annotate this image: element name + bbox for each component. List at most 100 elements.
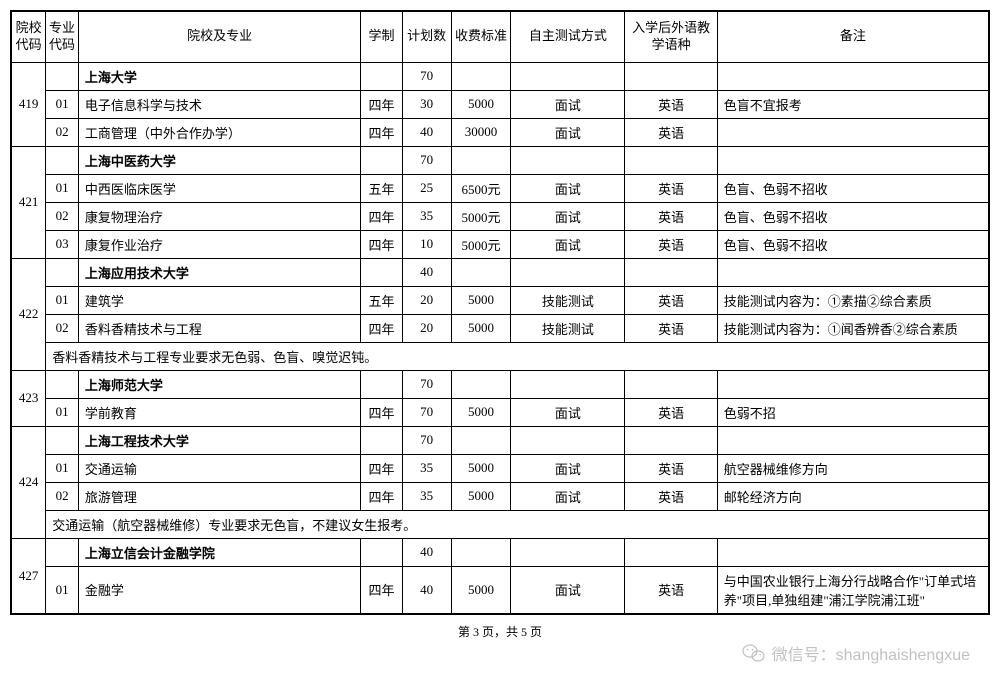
school-header-row: 427上海立信会计金融学院40 <box>11 538 989 566</box>
school-plan: 40 <box>402 538 451 566</box>
major-note: 色盲、色弱不招收 <box>717 174 989 202</box>
major-fee: 5000元 <box>451 230 511 258</box>
header-duration: 学制 <box>361 11 402 62</box>
school-code: 427 <box>11 538 46 614</box>
major-note: 色盲、色弱不招收 <box>717 202 989 230</box>
major-note: 色盲、色弱不招收 <box>717 230 989 258</box>
header-row: 院校代码 专业代码 院校及专业 学制 计划数 收费标准 自主测试方式 入学后外语… <box>11 11 989 62</box>
school-name: 上海立信会计金融学院 <box>78 538 361 566</box>
empty-test <box>511 370 625 398</box>
major-plan: 20 <box>402 286 451 314</box>
empty-fee <box>451 62 511 90</box>
major-plan: 25 <box>402 174 451 202</box>
major-test: 面试 <box>511 454 625 482</box>
major-test: 面试 <box>511 90 625 118</box>
footnote-row: 交通运输（航空器械维修）专业要求无色盲，不建议女生报考。 <box>11 510 989 538</box>
major-row: 01交通运输四年355000面试英语航空器械维修方向 <box>11 454 989 482</box>
empty-note <box>717 426 989 454</box>
school-header-row: 423上海师范大学70 <box>11 370 989 398</box>
major-lang: 英语 <box>625 230 717 258</box>
school-header-row: 424上海工程技术大学70 <box>11 426 989 454</box>
empty-duration <box>361 538 402 566</box>
header-test: 自主测试方式 <box>511 11 625 62</box>
empty-lang <box>625 146 717 174</box>
major-row: 01中西医临床医学五年256500元面试英语色盲、色弱不招收 <box>11 174 989 202</box>
major-plan: 35 <box>402 454 451 482</box>
school-plan: 70 <box>402 146 451 174</box>
major-name: 康复物理治疗 <box>78 202 361 230</box>
major-duration: 四年 <box>361 230 402 258</box>
major-plan: 40 <box>402 566 451 614</box>
page-footer: 第 3 页，共 5 页 <box>10 623 990 640</box>
major-name: 中西医临床医学 <box>78 174 361 202</box>
empty-note <box>717 258 989 286</box>
school-code: 421 <box>11 146 46 258</box>
empty-lang <box>625 62 717 90</box>
major-code: 02 <box>46 314 79 342</box>
empty-test <box>511 426 625 454</box>
major-fee: 5000 <box>451 454 511 482</box>
major-row: 02香料香精技术与工程四年205000技能测试英语技能测试内容为：①闻香辨香②综… <box>11 314 989 342</box>
major-fee: 5000元 <box>451 202 511 230</box>
empty-fee <box>451 370 511 398</box>
major-lang: 英语 <box>625 174 717 202</box>
major-lang: 英语 <box>625 202 717 230</box>
major-code: 01 <box>46 90 79 118</box>
major-fee: 5000 <box>451 314 511 342</box>
major-duration: 四年 <box>361 90 402 118</box>
major-plan: 35 <box>402 482 451 510</box>
school-code: 424 <box>11 426 46 538</box>
school-code: 419 <box>11 62 46 146</box>
major-name: 电子信息科学与技术 <box>78 90 361 118</box>
empty-note <box>717 62 989 90</box>
major-fee: 30000 <box>451 118 511 146</box>
major-fee: 5000 <box>451 566 511 614</box>
major-note: 邮轮经济方向 <box>717 482 989 510</box>
major-note: 技能测试内容为：①素描②综合素质 <box>717 286 989 314</box>
empty-major-code <box>46 258 79 286</box>
major-test: 技能测试 <box>511 286 625 314</box>
header-school-code: 院校代码 <box>11 11 46 62</box>
major-duration: 四年 <box>361 482 402 510</box>
empty-note <box>717 146 989 174</box>
major-name: 香料香精技术与工程 <box>78 314 361 342</box>
major-code: 02 <box>46 202 79 230</box>
school-plan: 70 <box>402 426 451 454</box>
major-code: 01 <box>46 398 79 426</box>
school-code: 422 <box>11 258 46 370</box>
empty-duration <box>361 426 402 454</box>
header-note: 备注 <box>717 11 989 62</box>
major-code: 01 <box>46 286 79 314</box>
header-major-code: 专业代码 <box>46 11 79 62</box>
header-name: 院校及专业 <box>78 11 361 62</box>
school-plan: 70 <box>402 62 451 90</box>
empty-lang <box>625 426 717 454</box>
major-row: 01金融学四年405000面试英语与中国农业银行上海分行战略合作"订单式培养"项… <box>11 566 989 614</box>
school-plan: 40 <box>402 258 451 286</box>
major-name: 康复作业治疗 <box>78 230 361 258</box>
major-duration: 五年 <box>361 174 402 202</box>
major-test: 技能测试 <box>511 314 625 342</box>
empty-fee <box>451 258 511 286</box>
major-test: 面试 <box>511 118 625 146</box>
empty-fee <box>451 538 511 566</box>
empty-note <box>717 538 989 566</box>
school-header-row: 421上海中医药大学70 <box>11 146 989 174</box>
empty-test <box>511 538 625 566</box>
major-duration: 四年 <box>361 202 402 230</box>
empty-fee <box>451 426 511 454</box>
empty-major-code <box>46 538 79 566</box>
major-duration: 五年 <box>361 286 402 314</box>
empty-test <box>511 258 625 286</box>
major-row: 02康复物理治疗四年355000元面试英语色盲、色弱不招收 <box>11 202 989 230</box>
school-name: 上海工程技术大学 <box>78 426 361 454</box>
major-row: 01建筑学五年205000技能测试英语技能测试内容为：①素描②综合素质 <box>11 286 989 314</box>
major-name: 旅游管理 <box>78 482 361 510</box>
major-note: 与中国农业银行上海分行战略合作"订单式培养"项目,单独组建"浦江学院浦江班" <box>717 566 989 614</box>
empty-test <box>511 62 625 90</box>
empty-duration <box>361 146 402 174</box>
major-row: 03康复作业治疗四年105000元面试英语色盲、色弱不招收 <box>11 230 989 258</box>
empty-test <box>511 146 625 174</box>
school-footnote: 交通运输（航空器械维修）专业要求无色盲，不建议女生报考。 <box>46 510 989 538</box>
empty-major-code <box>46 62 79 90</box>
